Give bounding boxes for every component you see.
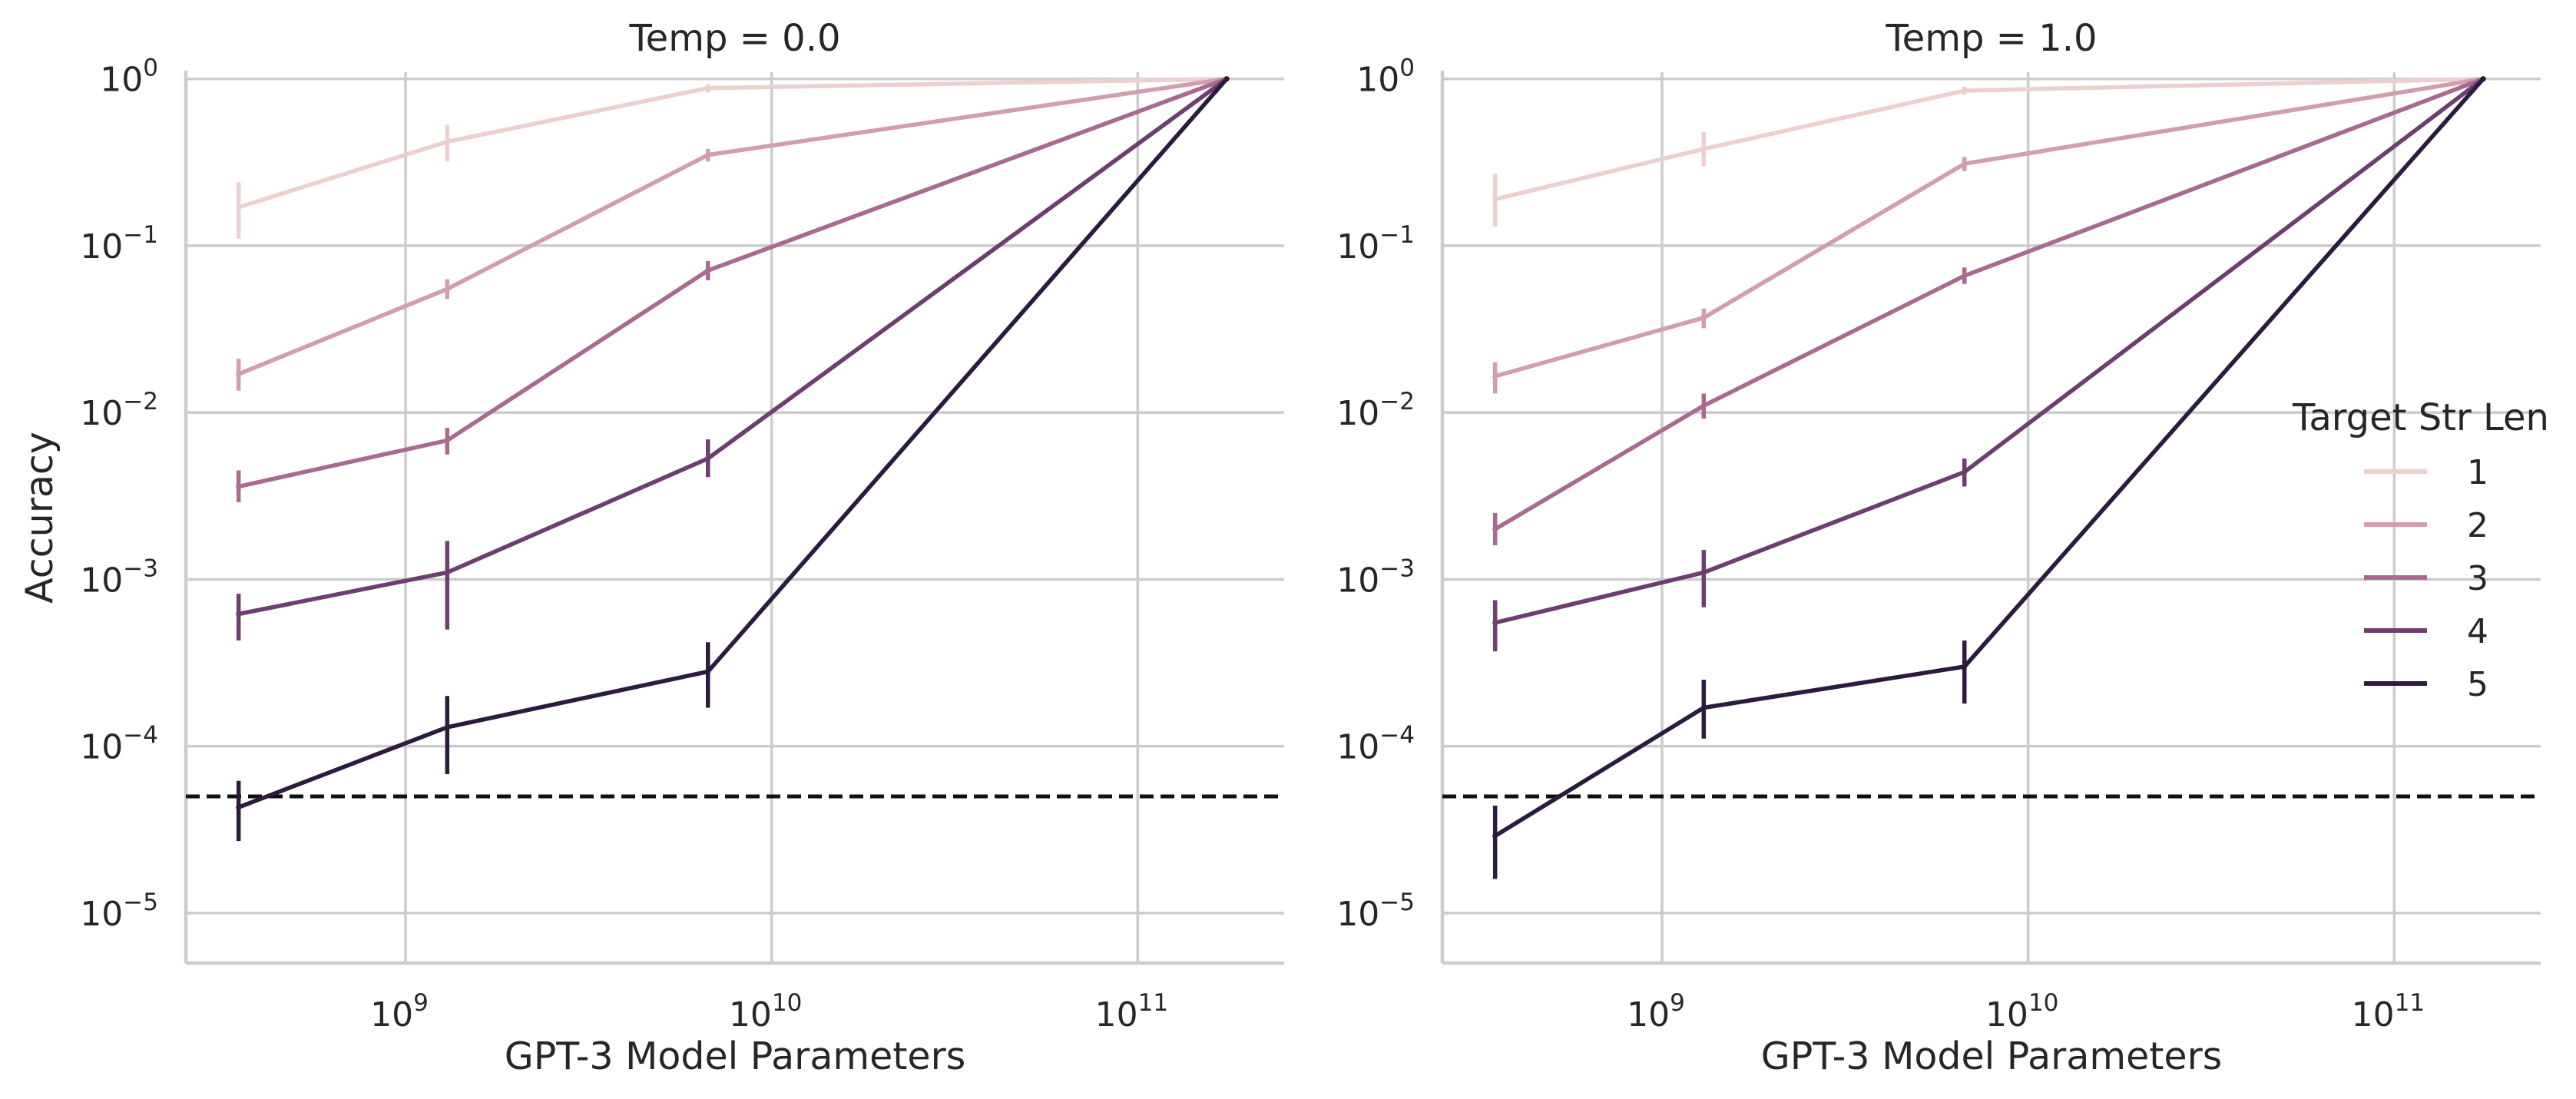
x-tick-label: 1011	[2352, 989, 2425, 1034]
x-axis-title: GPT-3 Model Parameters	[505, 1034, 966, 1078]
data-point	[1962, 88, 1968, 94]
data-point	[236, 204, 242, 210]
data-point	[1492, 833, 1498, 839]
panel-2: Temp = 1.0 GPT-3 Model Parameters	[1440, 17, 2541, 1078]
series-line	[237, 76, 1227, 210]
data-point	[1492, 373, 1498, 379]
legend: Target Str Len 1 2 3 4 5	[2292, 396, 2549, 704]
data-point	[444, 724, 450, 730]
series-line	[237, 76, 1227, 376]
x-tick-label: 109	[370, 989, 429, 1034]
legend-label: 5	[2467, 665, 2488, 704]
legend-label: 3	[2467, 559, 2488, 598]
y-tick-label: 10−1	[1336, 221, 1415, 266]
y-tick-label: 10−3	[80, 554, 158, 600]
data-point	[1700, 705, 1707, 711]
data-point	[236, 804, 242, 810]
series-2	[1492, 76, 2486, 394]
legend-label: 2	[2467, 506, 2488, 545]
data-point	[1962, 664, 1968, 670]
legend-entry: 4	[2364, 612, 2488, 651]
data-point	[444, 438, 450, 444]
data-point	[1962, 273, 1968, 279]
panel-title: Temp = 1.0	[1886, 17, 2098, 60]
series-4	[1492, 76, 2486, 652]
x-tick-label: 1010	[729, 989, 802, 1034]
legend-title: Target Str Len	[2292, 396, 2549, 439]
series-line	[1494, 76, 2484, 379]
data-point	[1700, 146, 1707, 152]
y-tick-label: 10−4	[80, 722, 158, 767]
series-line	[1495, 76, 2484, 202]
data-point	[1492, 526, 1498, 532]
series-2	[236, 76, 1230, 391]
data-point	[2480, 76, 2486, 82]
x-tick-label: 1011	[1095, 989, 1168, 1034]
data-point	[236, 484, 242, 490]
y-tick-label: 100	[100, 55, 158, 100]
data-point	[236, 371, 242, 377]
data-point	[1962, 469, 1968, 475]
series-line	[238, 77, 1228, 617]
legend-label: 1	[2467, 453, 2488, 492]
legend-entry: 3	[2364, 559, 2488, 598]
data-point	[236, 611, 242, 617]
y-tick-label: 10−5	[1336, 889, 1415, 934]
data-point	[1700, 315, 1707, 321]
y-axis-title: Accuracy	[18, 432, 61, 604]
data-point	[705, 668, 711, 674]
y-tick-label: 10−5	[80, 889, 158, 934]
data-point	[705, 267, 711, 273]
y-tick-label: 10−1	[80, 221, 158, 266]
series-5	[1492, 76, 2486, 879]
series-3	[236, 76, 1230, 502]
series-3	[1492, 76, 2486, 546]
y-tick-label: 10−2	[80, 388, 158, 433]
x-tick-label: 1010	[1985, 989, 2058, 1034]
data-point	[705, 152, 711, 158]
data-point	[1492, 620, 1498, 626]
legend-label: 4	[2467, 612, 2488, 651]
series-line	[237, 77, 1229, 809]
series-line	[1494, 77, 2485, 838]
data-point	[1700, 402, 1707, 409]
y-tick-label: 10−3	[1336, 554, 1415, 600]
series-line	[1494, 77, 2485, 531]
series-5	[236, 76, 1230, 842]
y-tick-label: 10−4	[1336, 722, 1415, 767]
series-line	[238, 77, 1228, 489]
legend-entry: 2	[2364, 506, 2488, 545]
data-point	[1492, 196, 1498, 202]
x-tick-label: 109	[1627, 989, 1685, 1034]
data-point	[444, 569, 450, 575]
x-axis-title: GPT-3 Model Parameters	[1761, 1034, 2223, 1078]
data-point	[444, 139, 450, 145]
data-point	[444, 286, 450, 292]
series-1	[1492, 76, 2486, 227]
data-point	[1962, 161, 1968, 167]
data-point	[1700, 569, 1707, 575]
data-point	[705, 455, 711, 462]
legend-entry: 1	[2364, 453, 2488, 492]
data-point	[705, 85, 711, 91]
y-tick-label: 10−2	[1336, 388, 1415, 433]
panel-1: Temp = 0.0 GPT-3 Model Parameters Accuracy	[18, 17, 1284, 1078]
panel-title: Temp = 0.0	[629, 17, 841, 60]
y-tick-label: 100	[1356, 55, 1415, 100]
series-line	[1495, 77, 2485, 625]
data-point	[1223, 76, 1230, 82]
legend-entry: 5	[2364, 665, 2488, 704]
